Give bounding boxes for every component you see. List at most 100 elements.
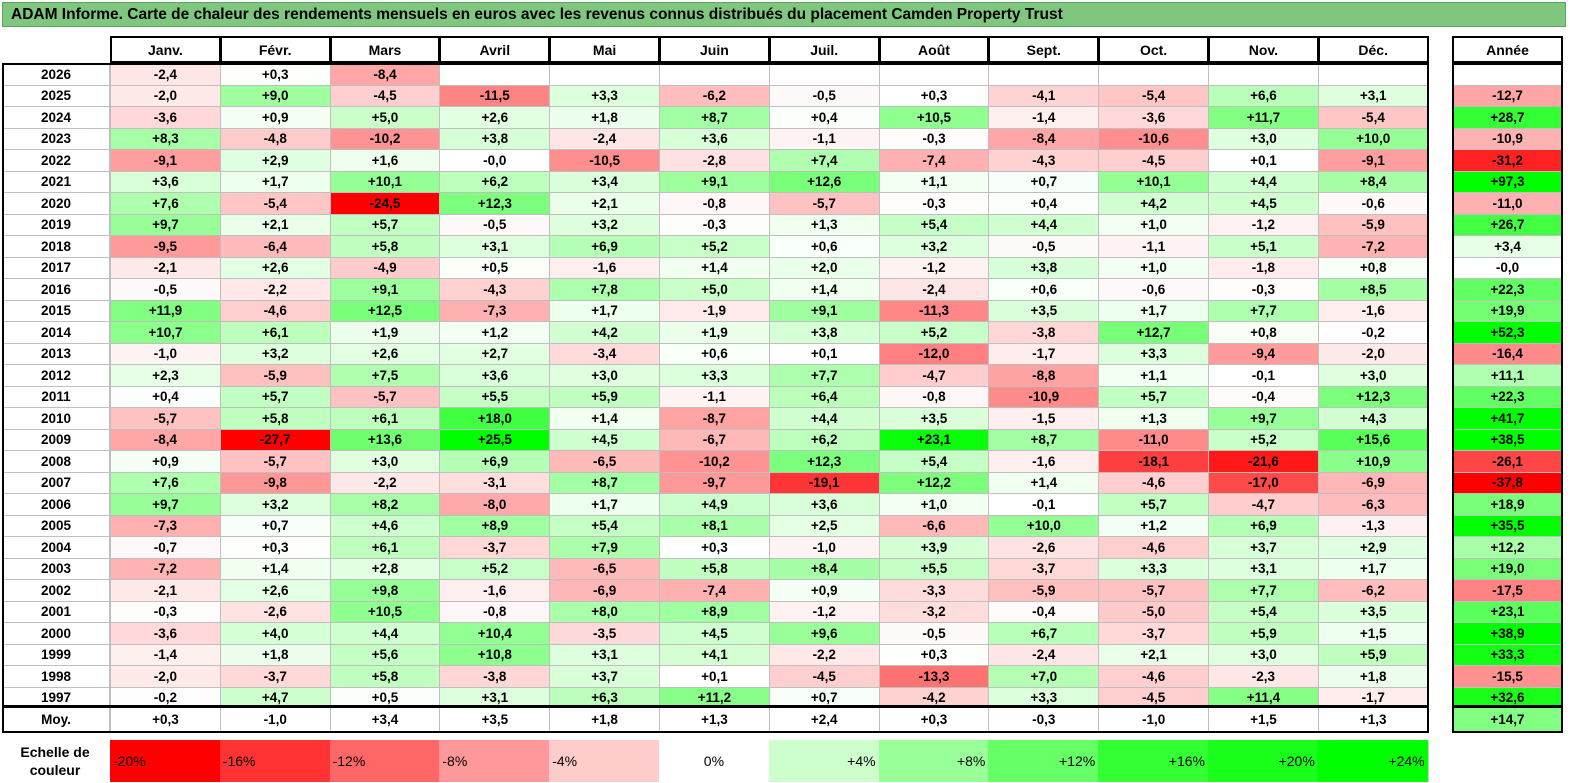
heatmap-cell: +3,8 xyxy=(988,256,1100,279)
heatmap-cell: +3,7 xyxy=(1208,536,1319,559)
heatmap-cell: +1,2 xyxy=(439,321,551,344)
heatmap-cell: -0,4 xyxy=(1208,385,1319,408)
heatmap-cell: +1,5 xyxy=(1317,622,1429,645)
heatmap-cell: -4,7 xyxy=(1208,493,1319,516)
heatmap-cell: -2,1 xyxy=(110,579,221,602)
heatmap-cell: -3,4 xyxy=(549,342,660,365)
heatmap-cell: +3,6 xyxy=(110,170,221,193)
heatmap-cell: +3,1 xyxy=(1208,557,1319,580)
heatmap-cell: +13,6 xyxy=(329,428,441,451)
heatmap-cell: +4,1 xyxy=(659,643,770,666)
heatmap-cell: +9,1 xyxy=(768,299,880,322)
heatmap-cell: +5,2 xyxy=(1208,428,1319,451)
legend-label-line1: Echelle de xyxy=(20,744,90,760)
heatmap-cell: +2,6 xyxy=(439,106,551,129)
heatmap-cell: +2,1 xyxy=(1098,643,1209,666)
heatmap-cell: +1,9 xyxy=(329,321,441,344)
heatmap-cell: +2,9 xyxy=(219,149,331,172)
heatmap-cell: +0,3 xyxy=(219,536,331,559)
heatmap-cell: +9,7 xyxy=(1208,407,1319,430)
heatmap-cell: +0,8 xyxy=(1317,256,1429,279)
heatmap-cell: +0,1 xyxy=(659,665,770,688)
heatmap-cell: +5,8 xyxy=(329,665,441,688)
heatmap-cell: +0,5 xyxy=(329,686,441,709)
heatmap-cell: -6,7 xyxy=(659,428,770,451)
heatmap-cell: -5,9 xyxy=(988,579,1100,602)
heatmap-cell: +9,1 xyxy=(659,170,770,193)
heatmap-cell: -0,1 xyxy=(988,493,1100,516)
heatmap-cell: +4,4 xyxy=(329,622,441,645)
heatmap-cell: +2,6 xyxy=(219,256,331,279)
heatmap-cell: +4,5 xyxy=(1208,192,1319,215)
legend-swatch: -12% xyxy=(329,740,441,782)
heatmap-cell: +1,7 xyxy=(549,299,660,322)
heatmap-cell: +1,6 xyxy=(329,149,441,172)
legend-swatch: -20% xyxy=(110,740,221,782)
heatmap-cell: +5,7 xyxy=(219,385,331,408)
heatmap-cell xyxy=(1098,63,1209,86)
row-year-label: 2018 xyxy=(2,235,110,258)
legend-swatch: -16% xyxy=(219,740,331,782)
heatmap-cell xyxy=(1208,63,1319,86)
heatmap-cell: +4,6 xyxy=(329,514,441,537)
heatmap-cell: -3,7 xyxy=(219,665,331,688)
heatmap-cell: -5,7 xyxy=(219,450,331,473)
heatmap-cell: +5,2 xyxy=(439,557,551,580)
heatmap-cell: -4,7 xyxy=(878,364,990,387)
heatmap-cell: -1,6 xyxy=(988,450,1100,473)
average-annual-cell: +14,7 xyxy=(1452,706,1563,733)
heatmap-cell: -1,2 xyxy=(878,256,990,279)
average-row-label: Moy. xyxy=(2,706,110,733)
heatmap-cell: -19,1 xyxy=(768,471,880,494)
heatmap-cell: +5,2 xyxy=(659,235,770,258)
legend-swatch: +4% xyxy=(768,740,880,782)
row-year-label: 2014 xyxy=(2,321,110,344)
heatmap-cell: +1,8 xyxy=(1317,665,1429,688)
heatmap-cell: +11,7 xyxy=(1208,106,1319,129)
heatmap-cell: +0,4 xyxy=(110,385,221,408)
legend-swatch: 0% xyxy=(659,740,770,782)
heatmap-cell: -2,8 xyxy=(659,149,770,172)
heatmap-cell: -5,7 xyxy=(768,192,880,215)
annual-cell: -31,2 xyxy=(1452,149,1563,172)
heatmap-cell: +0,3 xyxy=(878,643,990,666)
heatmap-cell: +2,6 xyxy=(219,579,331,602)
heatmap-cell: -4,6 xyxy=(1098,665,1209,688)
heatmap-cell: +5,6 xyxy=(329,643,441,666)
heatmap-cell: -3,7 xyxy=(988,557,1100,580)
month-header: Mai xyxy=(549,36,660,63)
heatmap-cell: -5,4 xyxy=(1098,84,1209,107)
heatmap-cell: +4,3 xyxy=(1317,407,1429,430)
heatmap-cell: +3,4 xyxy=(549,170,660,193)
heatmap-cell: +6,4 xyxy=(768,385,880,408)
heatmap-cell: -9,1 xyxy=(1317,149,1429,172)
heatmap-cell: -11,3 xyxy=(878,299,990,322)
heatmap-cell: +12,6 xyxy=(768,170,880,193)
heatmap-cell: +1,4 xyxy=(659,256,770,279)
heatmap-cell: -6,3 xyxy=(1317,493,1429,516)
heatmap-cell: +5,8 xyxy=(329,235,441,258)
heatmap-cell: -11,5 xyxy=(439,84,551,107)
heatmap-cell: +5,7 xyxy=(329,213,441,236)
heatmap-cell: +12,3 xyxy=(1317,385,1429,408)
heatmap-cell: -2,0 xyxy=(110,665,221,688)
heatmap-cell: -2,3 xyxy=(1208,665,1319,688)
heatmap-cell: -0,2 xyxy=(1317,321,1429,344)
annual-cell: +33,3 xyxy=(1452,643,1563,666)
month-header: Avril xyxy=(439,36,551,63)
heatmap-cell: +7,6 xyxy=(110,192,221,215)
average-cell: +0,3 xyxy=(110,706,221,733)
heatmap-cell: +3,0 xyxy=(1317,364,1429,387)
heatmap-cell: -0,8 xyxy=(878,385,990,408)
heatmap-cell: +1,8 xyxy=(219,643,331,666)
heatmap-cell: +2,8 xyxy=(329,557,441,580)
heatmap-cell: +3,5 xyxy=(878,407,990,430)
heatmap-cell: +4,4 xyxy=(1208,170,1319,193)
heatmap-cell: +6,7 xyxy=(988,622,1100,645)
heatmap-cell: -6,2 xyxy=(659,84,770,107)
heatmap-cell: +9,7 xyxy=(110,493,221,516)
heatmap-cell: +6,2 xyxy=(768,428,880,451)
heatmap-cell: -1,4 xyxy=(988,106,1100,129)
heatmap-cell: -1,1 xyxy=(659,385,770,408)
heatmap-cell: -0,1 xyxy=(1208,364,1319,387)
